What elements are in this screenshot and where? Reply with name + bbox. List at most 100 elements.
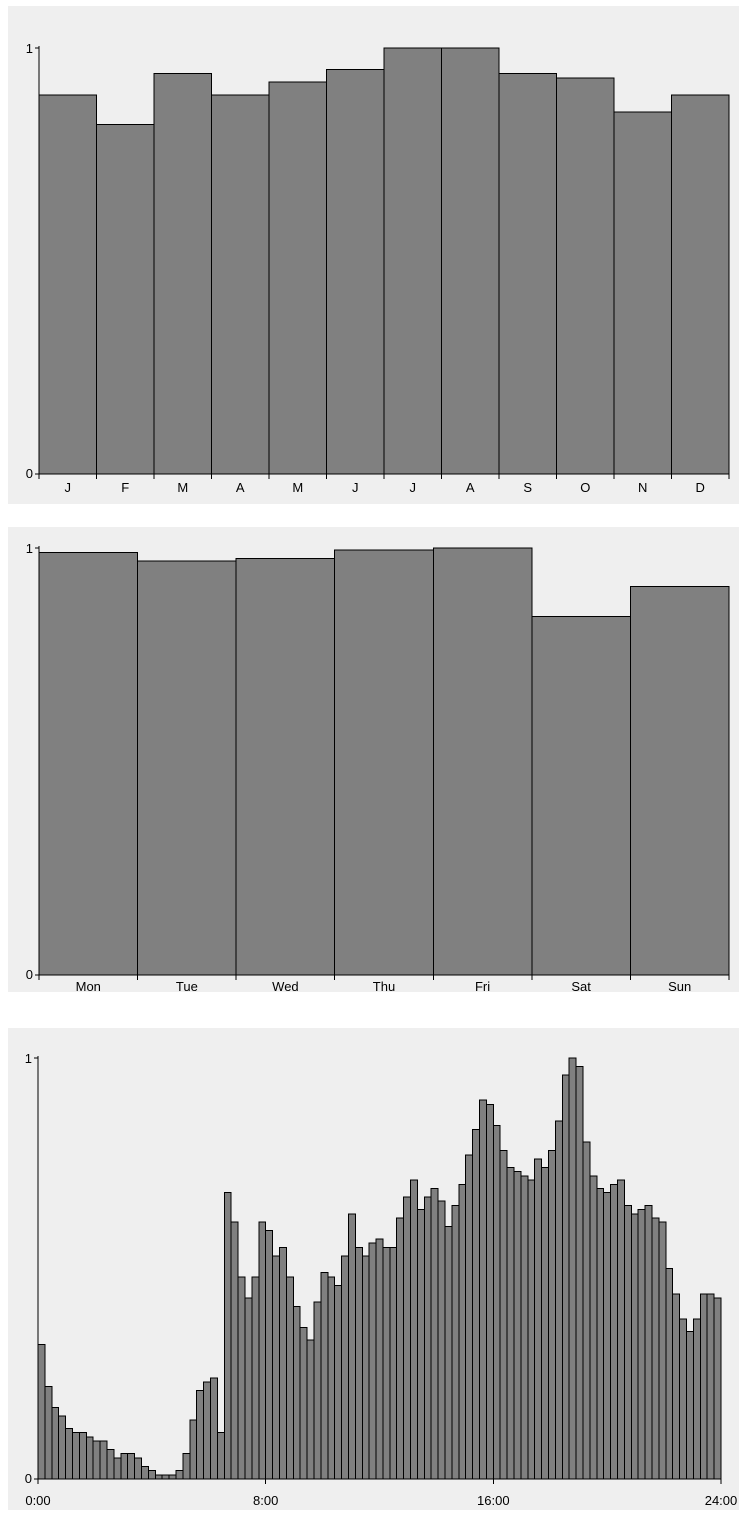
hour-bar <box>320 1272 329 1480</box>
monthly-chart-svg: 1 0 J F M A M J J A S O N D <box>26 41 730 495</box>
hour-bar <box>237 1276 246 1480</box>
weekday-chart-svg: 1 0 Mon Tue Wed Thu Fri Sat Sun <box>26 541 730 992</box>
hour-bar <box>168 1474 177 1480</box>
hour-bar <box>437 1200 446 1480</box>
hour-bar <box>410 1179 418 1480</box>
month-bar <box>556 77 615 475</box>
hour-bar <box>278 1246 287 1480</box>
hour-bar <box>175 1470 184 1480</box>
hour-bar <box>672 1293 681 1480</box>
x-tick-label: M <box>292 480 303 495</box>
hour-bar <box>630 1213 639 1480</box>
month-bar <box>441 47 500 475</box>
hour-bar <box>327 1276 336 1480</box>
y-tick-label: 0 <box>26 466 33 481</box>
hour-bar <box>189 1419 198 1480</box>
hour-bar <box>527 1179 536 1480</box>
month-bar <box>153 73 212 475</box>
hour-bar <box>368 1242 377 1480</box>
month-bar <box>613 111 672 475</box>
hour-bar <box>65 1427 73 1480</box>
hour-bar <box>679 1318 688 1480</box>
hour-bar <box>582 1141 591 1480</box>
x-tick-label: 24:00 <box>705 1493 738 1508</box>
weekday-bar <box>235 558 336 976</box>
month-bar <box>326 68 385 475</box>
hour-bar <box>134 1457 142 1480</box>
hour-bar <box>692 1318 701 1480</box>
hour-bar <box>37 1343 46 1480</box>
hour-bar <box>485 1103 494 1480</box>
hour-bar <box>416 1209 425 1480</box>
hour-bar <box>354 1246 363 1480</box>
weekday-bar <box>137 560 237 976</box>
weekday-bar <box>38 551 139 976</box>
x-tick-label: M <box>177 480 188 495</box>
hour-bar <box>334 1284 343 1480</box>
x-tick-label: A <box>236 480 245 495</box>
x-tick-label: F <box>121 480 129 495</box>
hour-bar <box>127 1453 136 1480</box>
hour-bar <box>499 1150 508 1480</box>
hour-bar <box>492 1124 501 1480</box>
weekday-bar <box>432 547 533 976</box>
hour-bar <box>106 1449 115 1480</box>
hour-bar <box>375 1238 384 1480</box>
hour-bar <box>430 1188 439 1480</box>
month-bar <box>268 81 327 475</box>
x-tick-label: Sun <box>668 979 691 992</box>
weekday-bar <box>629 585 730 976</box>
hour-bar <box>548 1150 556 1480</box>
x-tick-label: D <box>696 480 705 495</box>
hour-bar <box>92 1440 101 1480</box>
y-tick-label: 1 <box>26 541 33 556</box>
hour-bar <box>85 1436 94 1480</box>
hour-bar <box>244 1297 253 1480</box>
hour-bar <box>610 1183 619 1480</box>
x-tick-label: Tue <box>176 979 198 992</box>
monthly-histogram: 1 0 J F M A M J J A S O N D <box>8 6 739 504</box>
hour-bar <box>161 1474 170 1480</box>
hour-bar <box>140 1465 149 1480</box>
hour-bar <box>568 1057 577 1480</box>
hour-bar <box>251 1276 260 1480</box>
hourly-chart-svg: 1 0 0:00 8:00 16:00 24:00 <box>25 1051 738 1508</box>
hour-bar <box>617 1179 625 1480</box>
hour-bar <box>389 1246 398 1480</box>
hour-bar <box>541 1166 550 1480</box>
hour-bar <box>534 1158 543 1480</box>
hour-bar <box>423 1196 432 1480</box>
x-tick-label: Fri <box>475 979 490 992</box>
y-tick-label: 1 <box>25 1051 32 1066</box>
hour-bar <box>699 1293 708 1480</box>
x-tick-label: N <box>638 480 647 495</box>
month-bar <box>671 94 730 475</box>
hour-bar <box>554 1120 563 1480</box>
hour-bar <box>396 1217 405 1480</box>
month-bar <box>383 47 442 475</box>
hour-bar <box>265 1230 274 1480</box>
hour-bar <box>147 1470 156 1480</box>
hour-bar <box>644 1204 653 1480</box>
weekday-bar <box>531 615 631 976</box>
hour-bar <box>285 1276 294 1480</box>
hour-bar <box>403 1196 412 1480</box>
hour-bar <box>58 1415 67 1480</box>
x-tick-label: A <box>466 480 475 495</box>
hour-bar <box>465 1154 474 1480</box>
hour-bar <box>506 1166 515 1480</box>
hour-bar <box>472 1129 481 1480</box>
hour-bar <box>203 1381 211 1480</box>
hour-bar <box>575 1065 584 1480</box>
hour-bar <box>154 1474 163 1480</box>
y-tick-label: 1 <box>26 41 33 56</box>
hour-bar <box>272 1255 280 1480</box>
hour-bar <box>589 1175 598 1480</box>
hour-bar <box>299 1326 308 1480</box>
hour-bar <box>230 1221 239 1480</box>
hour-bar <box>520 1175 529 1480</box>
hour-bar <box>444 1225 453 1480</box>
hour-bar <box>637 1209 646 1480</box>
x-tick-label: Sat <box>571 979 591 992</box>
x-tick-label: J <box>352 480 359 495</box>
